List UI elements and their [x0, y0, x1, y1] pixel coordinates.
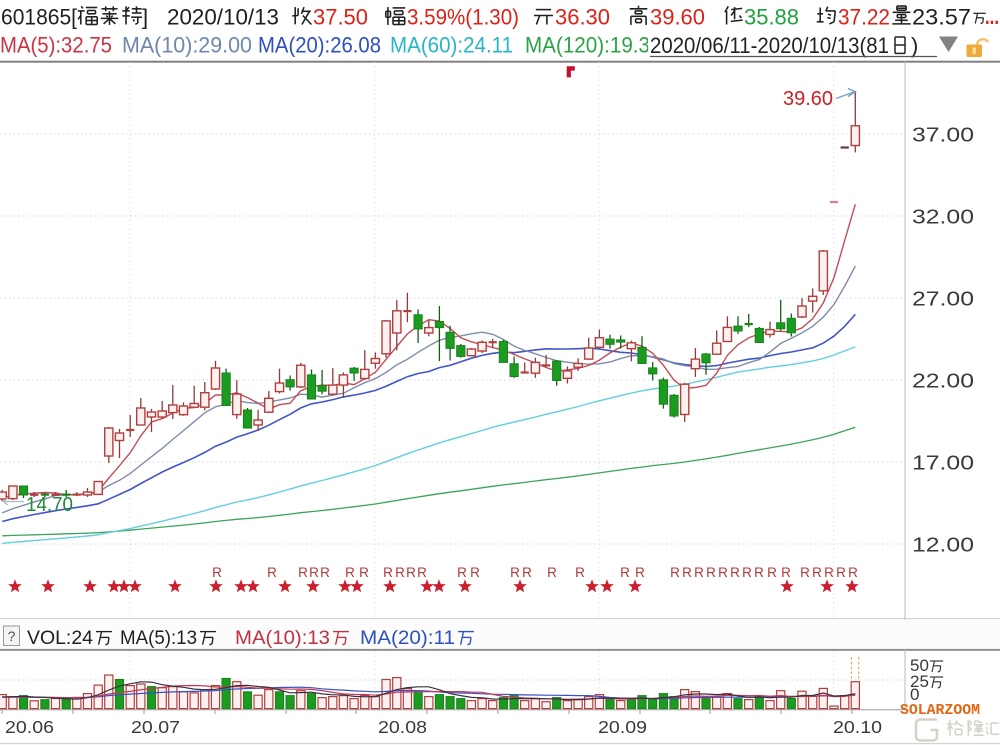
svg-text:32.00: 32.00	[912, 207, 974, 229]
svg-text:SOLARZOOM: SOLARZOOM	[900, 703, 980, 719]
svg-text:R: R	[267, 565, 277, 580]
svg-text:20.06: 20.06	[5, 717, 54, 737]
svg-text:): )	[911, 33, 918, 58]
svg-text:MA(10):13: MA(10):13	[235, 627, 330, 649]
svg-text:R: R	[417, 565, 427, 580]
svg-text:23.57: 23.57	[912, 5, 971, 30]
svg-text:R: R	[781, 565, 791, 580]
svg-text:37.50: 37.50	[313, 5, 368, 30]
svg-text:R: R	[406, 565, 416, 580]
svg-text:R: R	[395, 565, 405, 580]
svg-text:R: R	[510, 565, 520, 580]
svg-text:22.00: 22.00	[912, 371, 974, 393]
svg-text:36.30: 36.30	[555, 5, 610, 30]
svg-text:20.10: 20.10	[833, 717, 882, 737]
svg-text:20.07: 20.07	[131, 717, 180, 737]
svg-text:R: R	[767, 565, 777, 580]
svg-text:MA(60):24.11: MA(60):24.11	[390, 33, 513, 58]
svg-text:20.09: 20.09	[598, 717, 647, 737]
svg-text:R: R	[298, 565, 308, 580]
svg-text:R: R	[470, 565, 480, 580]
svg-text:12.00: 12.00	[912, 535, 974, 557]
svg-text:35.88: 35.88	[744, 5, 799, 30]
svg-text:VOL:24: VOL:24	[27, 627, 93, 649]
svg-text:MA(20):26.08: MA(20):26.08	[258, 33, 381, 58]
svg-text:R: R	[309, 565, 319, 580]
svg-text:R: R	[694, 565, 704, 580]
svg-text:14.70: 14.70	[26, 493, 73, 516]
svg-text:R: R	[320, 565, 330, 580]
svg-text:R: R	[706, 565, 716, 580]
svg-text:R: R	[754, 565, 764, 580]
svg-text:50: 50	[910, 656, 929, 675]
svg-text:20.08: 20.08	[378, 717, 427, 737]
svg-text:R: R	[730, 565, 740, 580]
svg-text:R: R	[620, 565, 630, 580]
svg-text:37.00: 37.00	[912, 125, 974, 147]
svg-text:...: ...	[985, 4, 999, 29]
svg-text:R: R	[212, 565, 222, 580]
svg-text:17.00: 17.00	[912, 453, 974, 475]
svg-text:R: R	[718, 565, 728, 580]
svg-text:R: R	[682, 565, 692, 580]
svg-text:R: R	[836, 565, 846, 580]
svg-text:2020/10/13: 2020/10/13	[167, 5, 279, 30]
svg-text:R: R	[635, 565, 645, 580]
svg-text:0: 0	[910, 685, 919, 704]
svg-text:R: R	[522, 565, 532, 580]
svg-text:3.59%(1.30): 3.59%(1.30)	[407, 5, 519, 30]
svg-text:39.60: 39.60	[650, 5, 705, 30]
svg-text:R: R	[742, 565, 752, 580]
svg-text:R: R	[812, 565, 822, 580]
svg-text:MA(5):32.75: MA(5):32.75	[0, 33, 112, 58]
svg-text:MA(10):29.00: MA(10):29.00	[122, 33, 252, 58]
svg-text:R: R	[848, 565, 858, 580]
svg-text:MA(120):19.3: MA(120):19.3	[525, 33, 650, 58]
svg-text:]: ]	[142, 5, 148, 30]
svg-text:39.60: 39.60	[783, 87, 833, 110]
svg-text:R: R	[575, 565, 585, 580]
svg-text:MA(20):11: MA(20):11	[360, 627, 455, 649]
svg-text:R: R	[457, 565, 467, 580]
svg-text:2020/06/11-2020/10/13(81: 2020/06/11-2020/10/13(81	[650, 33, 889, 58]
svg-text:27.00: 27.00	[912, 289, 974, 311]
svg-text:?: ?	[8, 628, 16, 644]
svg-text:601865[: 601865[	[1, 5, 77, 30]
svg-text:R: R	[670, 565, 680, 580]
svg-text:R: R	[800, 565, 810, 580]
svg-text:MA(5):13: MA(5):13	[120, 627, 197, 649]
svg-text:25: 25	[910, 672, 929, 691]
svg-text:R: R	[824, 565, 834, 580]
svg-text:37.22: 37.22	[838, 5, 890, 30]
svg-text:R: R	[345, 565, 355, 580]
svg-text:R: R	[359, 565, 369, 580]
svg-text:R: R	[383, 565, 393, 580]
svg-text:R: R	[547, 565, 557, 580]
